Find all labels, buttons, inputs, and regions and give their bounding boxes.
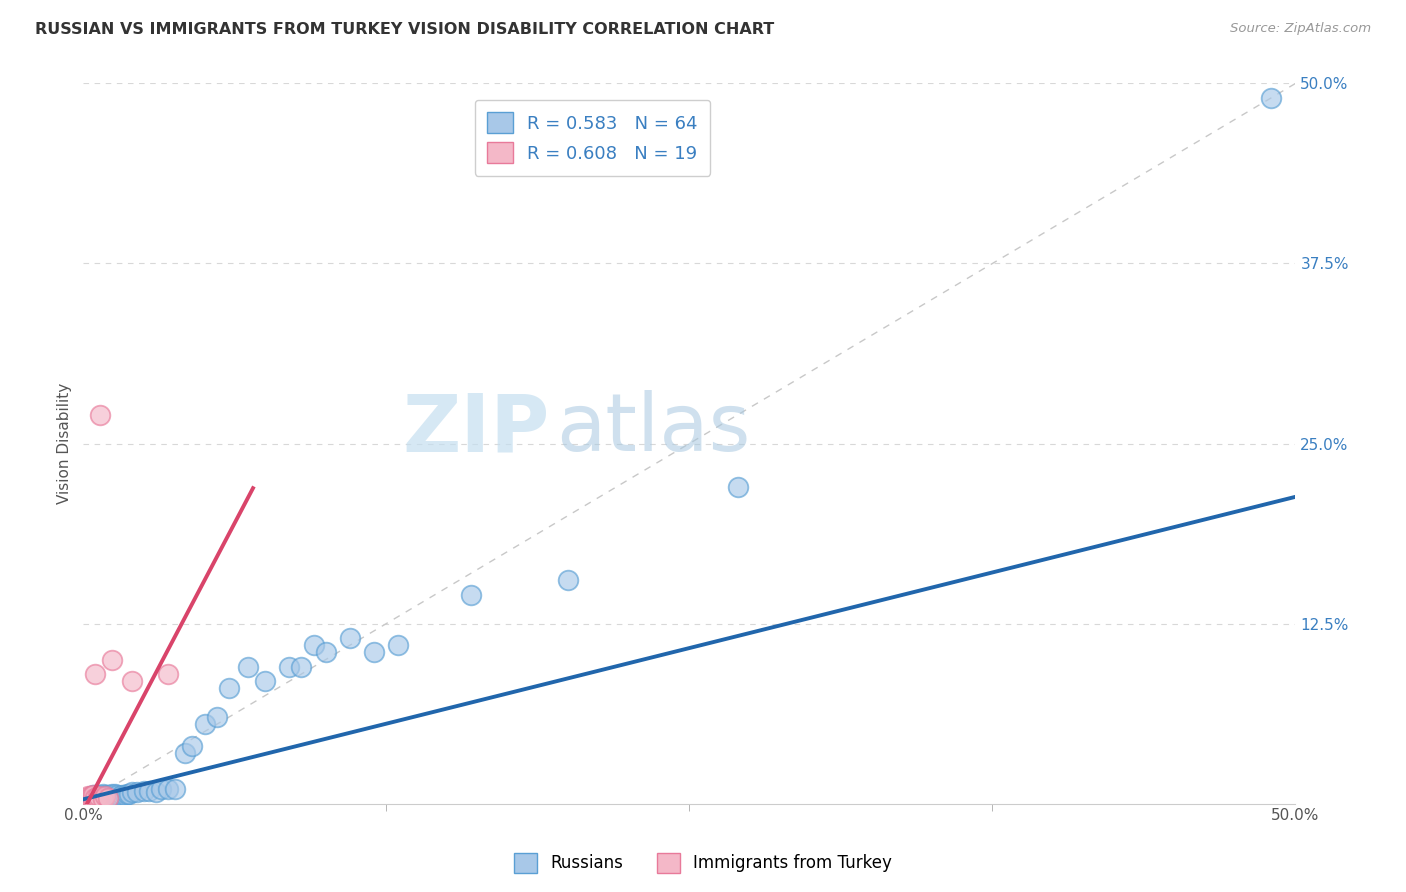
Point [157, 782, 180, 797]
Point [205, 710, 228, 724]
Point [121, 785, 143, 799]
Point [254, 674, 277, 689]
Text: RUSSIAN VS IMMIGRANTS FROM TURKEY VISION DISABILITY CORRELATION CHART: RUSSIAN VS IMMIGRANTS FROM TURKEY VISION… [35, 22, 775, 37]
Point [87, 788, 110, 802]
Point [387, 638, 409, 652]
Point [87, 789, 110, 804]
Point [84, 790, 107, 805]
Point [315, 645, 337, 659]
Point [132, 783, 155, 797]
Point [84, 794, 107, 808]
Legend: Russians, Immigrants from Turkey: Russians, Immigrants from Turkey [508, 847, 898, 880]
Legend: R = 0.583   N = 64, R = 0.608   N = 19: R = 0.583 N = 64, R = 0.608 N = 19 [475, 100, 710, 176]
Point [89, 789, 111, 804]
Point [96, 788, 118, 802]
Point [108, 789, 131, 804]
Point [181, 739, 204, 753]
Point [91, 792, 114, 806]
Point [91, 787, 114, 801]
Point [174, 746, 197, 760]
Point [75, 792, 97, 806]
Point [121, 674, 143, 689]
Point [125, 785, 148, 799]
Point [84, 792, 107, 806]
Point [84, 790, 107, 805]
Point [77, 794, 100, 808]
Point [111, 788, 134, 802]
Y-axis label: Vision Disability: Vision Disability [58, 383, 72, 504]
Point [149, 782, 172, 797]
Point [79, 792, 101, 806]
Point [79, 790, 101, 805]
Point [114, 788, 136, 802]
Point [82, 792, 104, 806]
Point [363, 645, 385, 659]
Point [105, 788, 128, 802]
Point [218, 681, 240, 696]
Point [77, 789, 100, 804]
Point [96, 792, 118, 806]
Point [193, 717, 215, 731]
Text: ZIP: ZIP [402, 390, 550, 468]
Point [82, 788, 104, 802]
Point [145, 785, 167, 799]
Point [89, 792, 111, 806]
Point [98, 790, 121, 805]
Point [82, 790, 104, 805]
Point [339, 631, 361, 645]
Point [302, 638, 325, 652]
Point [96, 790, 118, 805]
Point [557, 574, 579, 588]
Point [79, 792, 101, 806]
Point [278, 660, 301, 674]
Point [98, 788, 121, 802]
Point [118, 787, 141, 801]
Point [236, 660, 259, 674]
Point [290, 660, 312, 674]
Point [75, 790, 97, 805]
Point [94, 789, 117, 804]
Point [94, 790, 117, 805]
Point [138, 783, 160, 797]
Point [79, 789, 101, 804]
Point [1260, 91, 1282, 105]
Point [115, 787, 138, 801]
Point [77, 790, 100, 805]
Point [101, 790, 124, 805]
Point [82, 792, 104, 806]
Point [165, 782, 187, 797]
Point [82, 788, 104, 802]
Text: Source: ZipAtlas.com: Source: ZipAtlas.com [1230, 22, 1371, 36]
Point [101, 787, 124, 801]
Point [157, 667, 180, 681]
Point [104, 789, 127, 804]
Point [87, 792, 110, 806]
Point [84, 788, 107, 802]
Point [87, 792, 110, 806]
Point [91, 790, 114, 805]
Point [460, 588, 482, 602]
Point [87, 789, 110, 804]
Point [89, 408, 111, 422]
Point [75, 794, 97, 808]
Point [94, 788, 117, 802]
Text: atlas: atlas [555, 390, 751, 468]
Point [727, 480, 749, 494]
Point [91, 789, 114, 804]
Point [77, 792, 100, 806]
Point [104, 787, 127, 801]
Point [79, 789, 101, 804]
Point [89, 788, 111, 802]
Point [101, 652, 124, 666]
Point [84, 667, 107, 681]
